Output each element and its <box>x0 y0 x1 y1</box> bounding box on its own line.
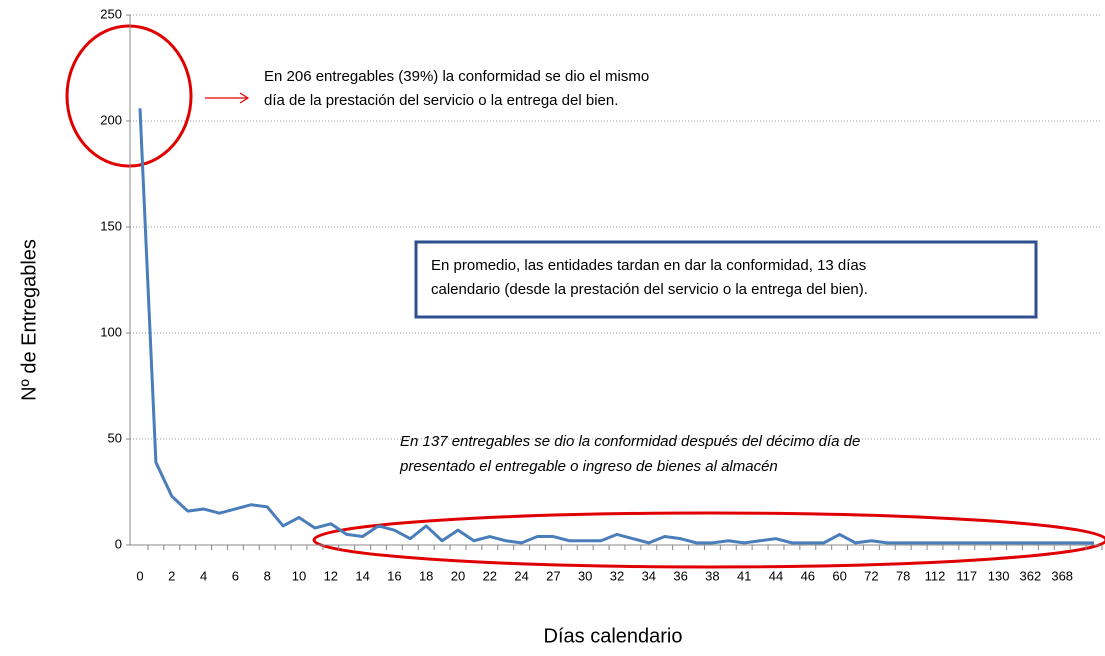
arrow-head <box>239 92 250 104</box>
x-tick-label: 362 <box>1020 568 1042 583</box>
x-tick-label: 72 <box>864 568 878 583</box>
y-tick-label: 250 <box>100 6 122 21</box>
x-tick-label: 16 <box>387 568 401 583</box>
y-tick-label: 200 <box>100 112 122 127</box>
annotation: En 137 entregables se dio la conformidad… <box>400 433 860 450</box>
x-tick-label: 20 <box>451 568 465 583</box>
x-tick-label: 78 <box>896 568 910 583</box>
y-axis-label: Nº de Entregables <box>18 239 40 401</box>
y-tick-label: 0 <box>115 536 122 551</box>
annotation: En 206 entregables (39%) la conformidad … <box>264 68 649 85</box>
x-tick-label: 2 <box>168 568 175 583</box>
x-tick-label: 130 <box>988 568 1010 583</box>
x-tick-label: 46 <box>801 568 815 583</box>
note-box <box>414 240 1038 319</box>
x-tick-label: 8 <box>264 568 271 583</box>
x-tick-label: 34 <box>642 568 656 583</box>
x-tick-label: 4 <box>200 568 207 583</box>
annotation: presentado el entregable o ingreso de bi… <box>399 458 778 475</box>
x-tick-label: 6 <box>232 568 239 583</box>
y-tick-label: 100 <box>100 324 122 339</box>
x-tick-label: 27 <box>546 568 560 583</box>
annotation: En promedio, las entidades tardan en dar… <box>431 257 866 274</box>
x-tick-label: 36 <box>673 568 687 583</box>
x-tick-label: 24 <box>514 568 528 583</box>
x-tick-label: 12 <box>324 568 338 583</box>
x-tick-label: 0 <box>136 568 143 583</box>
x-tick-label: 38 <box>705 568 719 583</box>
annotation: calendario (desde la prestación del serv… <box>431 281 868 298</box>
x-tick-label: 368 <box>1051 568 1073 583</box>
x-tick-label: 18 <box>419 568 433 583</box>
x-tick-label: 60 <box>832 568 846 583</box>
x-tick-label: 112 <box>925 568 946 583</box>
x-tick-label: 30 <box>578 568 592 583</box>
highlight-ellipse <box>312 511 1105 569</box>
x-tick-label: 14 <box>355 568 369 583</box>
x-tick-label: 32 <box>610 568 624 583</box>
x-tick-label: 41 <box>737 568 751 583</box>
x-tick-label: 22 <box>483 568 497 583</box>
x-tick-label: 117 <box>956 568 977 583</box>
annotation: día de la prestación del servicio o la e… <box>264 92 618 109</box>
highlight-circle <box>65 24 193 168</box>
y-tick-label: 50 <box>108 430 122 445</box>
y-tick-label: 150 <box>100 218 122 233</box>
x-axis-label: Días calendario <box>544 625 683 647</box>
x-tick-label: 44 <box>769 568 783 583</box>
x-tick-label: 10 <box>292 568 306 583</box>
data-line <box>138 108 1094 545</box>
